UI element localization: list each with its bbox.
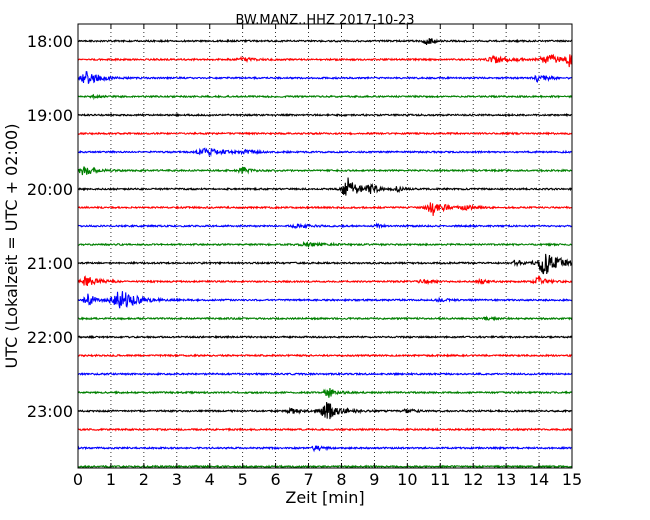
trace-line-2330: [77, 445, 573, 453]
x-tick-label: 4: [205, 470, 215, 489]
x-tick-label: 2: [139, 470, 149, 489]
trace-line-2315: [77, 427, 573, 432]
trace-line-1945: [77, 166, 573, 176]
trace-line-2200: [77, 334, 573, 340]
trace-line-2130: [77, 291, 573, 309]
y-tick-label: 18:00: [27, 32, 73, 51]
x-tick-label: 15: [562, 470, 582, 489]
trace-line-2100: [77, 253, 573, 275]
grid-lines: [110, 24, 540, 468]
y-tick-label: 21:00: [27, 254, 73, 273]
trace-line-2000: [77, 177, 573, 196]
x-axis-label: Zeit [min]: [285, 488, 364, 507]
trace-line-1915: [77, 131, 573, 136]
plot-frame: [77, 23, 573, 469]
x-ticks: 0 1 2 3 4 5 6 7 8 9 10 11 12 13 14 15: [73, 24, 582, 489]
y-ticks: 18:00 19:00 20:00 21:00 22:00 23:00: [27, 32, 83, 421]
trace-line-2030: [77, 222, 573, 230]
trace-line-1815: [77, 53, 573, 68]
x-tick-label: 9: [369, 470, 379, 489]
x-tick-label: 8: [336, 470, 346, 489]
x-tick-label: 14: [529, 470, 549, 489]
x-tick-label: 6: [271, 470, 281, 489]
chart-title: BW.MANZ..HHZ 2017-10-23: [235, 13, 414, 28]
x-tick-label: 10: [397, 470, 417, 489]
y-axis-label: UTC (Lokalzeit = UTC + 02:00): [2, 124, 21, 369]
trace-line-2015: [77, 202, 573, 216]
trace-line-2245: [77, 387, 573, 398]
x-tick-label: 12: [463, 470, 483, 489]
traces: [77, 38, 573, 469]
y-tick-label: 23:00: [27, 402, 73, 421]
x-tick-label: 11: [430, 470, 450, 489]
trace-line-2045: [77, 240, 573, 248]
x-tick-label: 0: [73, 470, 83, 489]
trace-line-1900: [77, 112, 573, 118]
y-tick-label: 20:00: [27, 180, 73, 199]
y-tick-label: 19:00: [27, 106, 73, 125]
trace-line-1930: [77, 147, 573, 158]
trace-line-2345: [77, 464, 573, 469]
x-tick-label: 13: [496, 470, 516, 489]
trace-line-2145: [77, 315, 573, 322]
trace-line-2215: [77, 353, 573, 358]
trace-line-1800: [77, 38, 573, 45]
trace-line-1845: [77, 93, 573, 101]
trace-line-2300: [77, 402, 573, 420]
x-tick-label: 5: [238, 470, 248, 489]
trace-line-1830: [77, 71, 573, 84]
trace-line-2230: [77, 371, 573, 377]
trace-line-2115: [77, 274, 573, 286]
y-tick-label: 22:00: [27, 328, 73, 347]
x-tick-label: 7: [303, 470, 313, 489]
x-tick-label: 3: [172, 470, 182, 489]
x-tick-label: 1: [106, 470, 116, 489]
